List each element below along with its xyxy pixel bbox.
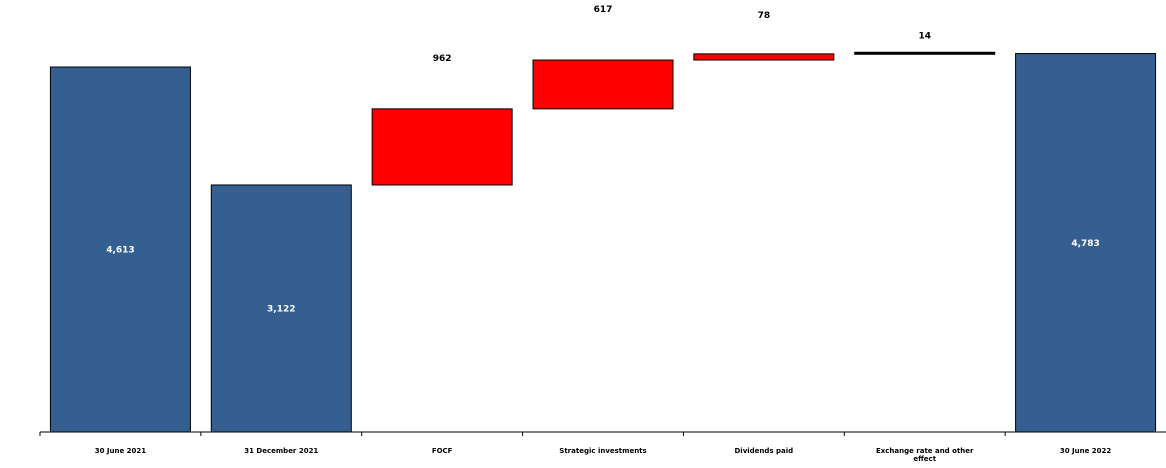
- delta-bar: [532, 59, 674, 110]
- value-label: 14: [918, 31, 931, 41]
- value-label: 4,613: [106, 246, 134, 256]
- category-label: 30 June 2022: [1060, 447, 1112, 455]
- value-label: 3,122: [267, 304, 295, 314]
- category-label: Exchange rate and other effect: [876, 447, 974, 463]
- total-bar: [1015, 53, 1157, 433]
- delta-bar: [371, 108, 513, 186]
- delta-bar: [693, 53, 835, 61]
- category-label: 31 December 2021: [244, 447, 318, 455]
- x-axis-ticks: [39, 432, 1006, 436]
- category-label: Strategic investments: [559, 447, 646, 455]
- value-labels-layer: 4,613 3,122 962 617 78 14 4,783: [106, 5, 1100, 314]
- category-label: Dividends paid: [735, 447, 794, 455]
- category-label: 30 June 2021: [95, 447, 147, 455]
- total-bar: [49, 66, 191, 433]
- value-label: 78: [758, 11, 771, 21]
- value-label: 4,783: [1071, 239, 1099, 249]
- value-label: 617: [594, 5, 613, 15]
- total-bar: [210, 184, 352, 433]
- bars-layer: [49, 51, 1157, 433]
- value-label: 962: [433, 54, 452, 64]
- delta-bar: [854, 51, 996, 55]
- category-label: FOCF: [432, 447, 453, 455]
- category-labels-layer: 30 June 2021 31 December 2021 FOCF Strategi…: [95, 447, 1112, 463]
